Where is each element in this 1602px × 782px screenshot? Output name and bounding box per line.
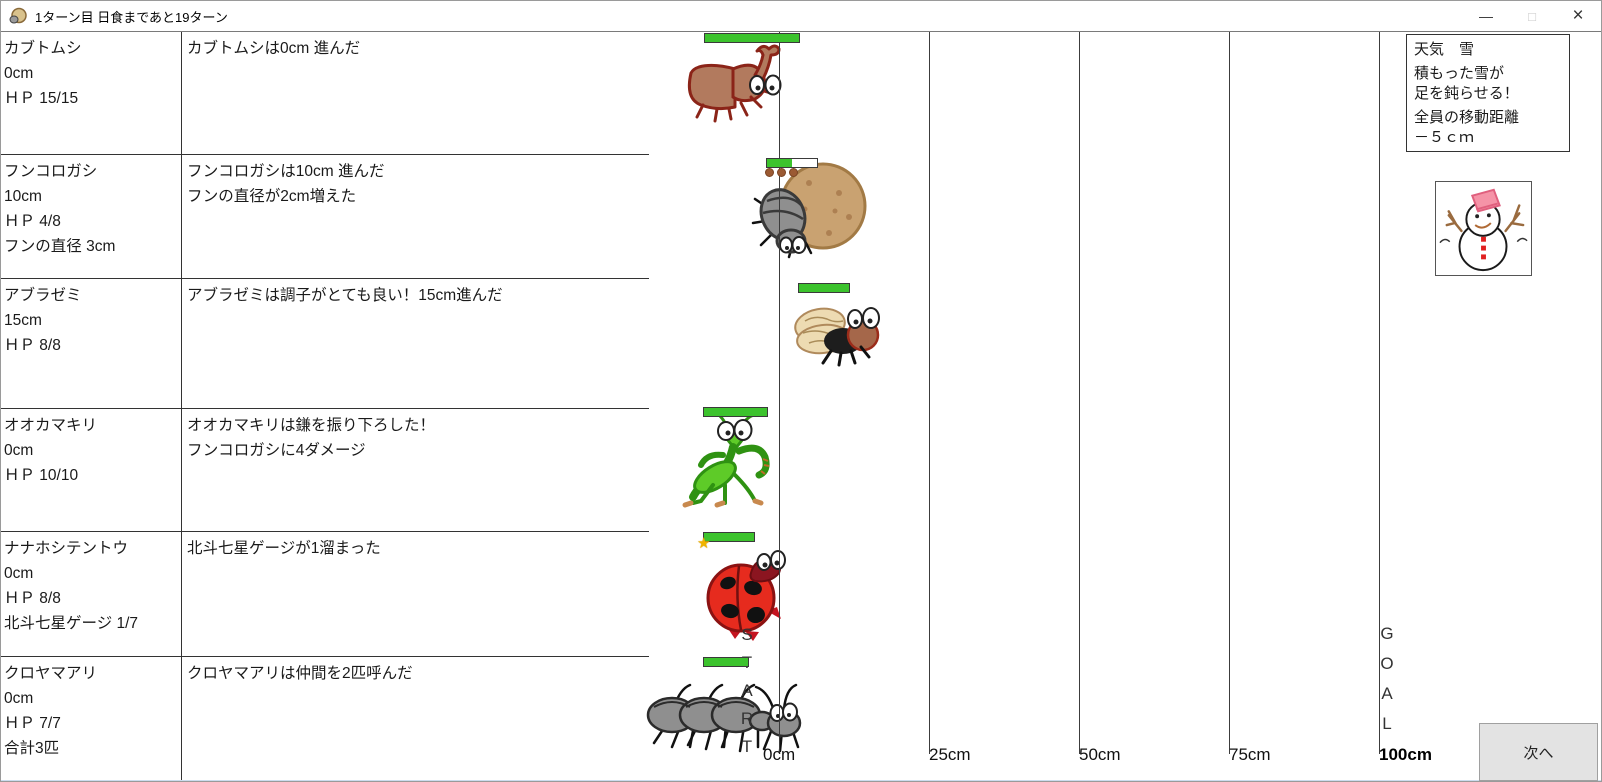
insect-distance-stat: 0cm bbox=[4, 65, 34, 82]
window-bottom-edge bbox=[1, 780, 1601, 781]
insect-name: クロヤマアリ bbox=[4, 665, 98, 682]
funkorogashi-sprite bbox=[751, 162, 867, 259]
aburazemi-sprite bbox=[794, 307, 880, 367]
snowman-image bbox=[1435, 181, 1532, 276]
minimize-icon: — bbox=[1479, 8, 1493, 24]
battle-log-line: 北斗七星ゲージが1溜まった bbox=[187, 540, 381, 557]
row-divider bbox=[1, 656, 649, 657]
snowman-drawing bbox=[1439, 188, 1528, 272]
nanahoshitentou-sprite bbox=[706, 550, 786, 641]
tick-label-50cm: 50cm bbox=[1079, 745, 1121, 764]
row-divider bbox=[1, 278, 649, 279]
insect-distance-stat: 0cm bbox=[4, 442, 34, 459]
kabutomushi-sprite bbox=[687, 44, 782, 123]
weather-line: 積もった雪が bbox=[1414, 65, 1505, 82]
close-button[interactable]: × bbox=[1555, 1, 1601, 31]
tick-label-75cm: 75cm bbox=[1229, 745, 1271, 764]
status-row-ookamakiri: オオカマキリ 0cm ＨＰ 10/10 オオカマキリは鎌を振り下ろした！ フンコ… bbox=[1, 409, 649, 531]
weather-effect-line: 全員の移動距離 bbox=[1414, 109, 1520, 126]
insect-hp-stat: ＨＰ 7/7 bbox=[4, 715, 61, 732]
hp-bar-fill bbox=[705, 34, 799, 42]
insect-hp-stat: ＨＰ 8/8 bbox=[4, 590, 61, 607]
insect-hp-stat: ＨＰ 4/8 bbox=[4, 213, 61, 230]
insect-distance-stat: 15cm bbox=[4, 312, 42, 329]
hoshi-gauge-star-icon: ★ bbox=[697, 535, 711, 552]
weather-line: 足を鈍らせる！ bbox=[1414, 85, 1519, 102]
battle-log-line: クロヤマアリは仲間を2匹呼んだ bbox=[187, 665, 413, 682]
status-row-kuroyamaari: クロヤマアリ 0cm ＨＰ 7/7 合計3匹 クロヤマアリは仲間を2匹呼んだ bbox=[1, 657, 649, 781]
insect-distance-stat: 10cm bbox=[4, 188, 42, 205]
row-divider bbox=[1, 408, 649, 409]
tick-label-25cm: 25cm bbox=[929, 745, 971, 764]
close-icon: × bbox=[1572, 5, 1584, 26]
minimize-button[interactable]: — bbox=[1463, 1, 1509, 31]
battle-log-line: フンの直径が2cm増えた bbox=[187, 188, 357, 205]
hp-bar-ookamakiri bbox=[703, 407, 768, 417]
insect-distance-stat: 0cm bbox=[4, 690, 34, 707]
insect-name: フンコロガシ bbox=[4, 163, 98, 180]
dung-size-dots bbox=[765, 168, 798, 177]
maximize-button[interactable]: □ bbox=[1509, 1, 1555, 31]
window-title: 1ターン目 日食まであと19ターン bbox=[35, 9, 228, 25]
battle-log-line: フンコロガシは10cm 進んだ bbox=[187, 163, 385, 180]
status-row-kabutomushi: カブトムシ 0cm ＨＰ 15/15 カブトムシは0cm 進んだ bbox=[1, 32, 649, 154]
status-row-nanahoshitentou: ナナホシテントウ 0cm ＨＰ 8/8 北斗七星ゲージ 1/7 北斗七星ゲージが… bbox=[1, 532, 649, 656]
battle-log-line: フンコロガシに4ダメージ bbox=[187, 442, 366, 459]
tick-label-100cm: 100cm bbox=[1379, 745, 1432, 764]
hp-bar-funkorogashi bbox=[766, 158, 818, 168]
weather-panel: 天気 雪 積もった雪が 足を鈍らせる！ 全員の移動距離 －５ｃｍ bbox=[1406, 34, 1570, 152]
row-divider bbox=[1, 154, 649, 155]
track-line-50cm bbox=[1079, 32, 1080, 754]
insect-distance-stat: 0cm bbox=[4, 565, 34, 582]
insect-hp-stat: ＨＰ 10/10 bbox=[4, 467, 79, 484]
track-line-100cm bbox=[1379, 32, 1380, 754]
hp-bar-fill bbox=[704, 658, 748, 666]
hp-bar-fill bbox=[704, 533, 754, 541]
insect-extra-stat: 合計3匹 bbox=[4, 740, 60, 757]
battle-log-line: オオカマキリは鎌を振り下ろした！ bbox=[187, 417, 436, 434]
weather-effect-value: －５ｃｍ bbox=[1414, 129, 1475, 146]
track-line-75cm bbox=[1229, 32, 1230, 754]
hp-bar-fill bbox=[704, 408, 767, 416]
goal-label: GOAL bbox=[1380, 624, 1394, 733]
column-divider bbox=[181, 32, 182, 781]
track-line-0cm bbox=[779, 32, 780, 754]
maximize-icon: □ bbox=[1528, 8, 1536, 24]
insect-hp-stat: ＨＰ 8/8 bbox=[4, 337, 61, 354]
insect-extra-stat: フンの直径 3cm bbox=[4, 238, 116, 255]
row-divider bbox=[1, 531, 649, 532]
weather-title: 天気 雪 bbox=[1414, 41, 1475, 58]
next-button-label: 次へ bbox=[1523, 744, 1554, 762]
insect-name: ナナホシテントウ bbox=[4, 540, 129, 557]
app-icon bbox=[9, 7, 27, 24]
insect-hp-stat: ＨＰ 15/15 bbox=[4, 90, 79, 107]
battle-log-line: カブトムシは0cm 進んだ bbox=[187, 40, 361, 57]
hp-bar-fill bbox=[799, 284, 849, 292]
titlebar-divider bbox=[1, 31, 1601, 32]
hp-bar-kabutomushi bbox=[704, 33, 800, 43]
status-row-aburazemi: アブラゼミ 15cm ＨＰ 8/8 アブラゼミは調子がとても良い！15cm進んだ bbox=[1, 279, 649, 408]
tick-label-0cm: 0cm bbox=[763, 745, 796, 764]
kuroyamaari-sprite bbox=[646, 683, 802, 753]
status-row-funkorogashi: フンコロガシ 10cm ＨＰ 4/8 フンの直径 3cm フンコロガシは10cm… bbox=[1, 155, 649, 278]
track-line-25cm bbox=[929, 32, 930, 754]
hp-bar-nanahoshitentou bbox=[703, 532, 755, 542]
insect-name: アブラゼミ bbox=[4, 287, 82, 304]
hp-bar-fill bbox=[767, 159, 792, 167]
hp-bar-aburazemi bbox=[798, 283, 850, 293]
insect-extra-stat: 北斗七星ゲージ 1/7 bbox=[4, 615, 139, 632]
battle-log-line: アブラゼミは調子がとても良い！15cm進んだ bbox=[187, 287, 503, 304]
window-controls: — □ × bbox=[1463, 1, 1601, 31]
title-bar: 1ターン目 日食まであと19ターン — □ × bbox=[1, 1, 1601, 31]
insect-name: オオカマキリ bbox=[4, 417, 98, 434]
start-label: START bbox=[740, 625, 754, 756]
hp-bar-kuroyamaari bbox=[703, 657, 749, 667]
next-button[interactable]: 次へ bbox=[1479, 723, 1598, 781]
ookamakiri-sprite bbox=[682, 409, 770, 508]
insect-name: カブトムシ bbox=[4, 40, 82, 57]
